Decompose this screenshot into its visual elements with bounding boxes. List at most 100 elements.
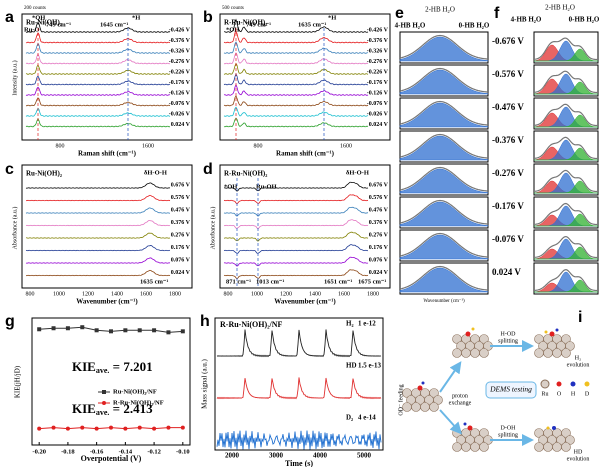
legend-atom xyxy=(540,379,550,389)
point xyxy=(152,328,157,333)
legend-marker xyxy=(102,401,106,405)
spectrum-trace xyxy=(223,62,369,75)
point xyxy=(94,426,99,431)
x-tick-label: 2000 xyxy=(225,452,240,460)
spectrum-trace xyxy=(25,53,171,65)
adsorbate xyxy=(552,426,556,430)
potential-label: -0.176 V xyxy=(169,80,191,86)
spectrum-trace xyxy=(223,194,369,205)
ru-atom xyxy=(470,442,480,452)
measured-curve xyxy=(399,199,489,225)
ru-atom xyxy=(461,348,471,358)
potential-label: -0.276 V xyxy=(367,59,389,65)
spectrum-trace xyxy=(25,97,171,107)
ru-atom xyxy=(461,442,471,452)
potential-label: 0.024 V xyxy=(492,267,521,277)
ru-atom xyxy=(561,442,571,452)
x-axis-label: Raman shift (cm⁻¹) xyxy=(78,150,137,158)
potential-label: -0.276 V xyxy=(169,59,191,65)
potential-label: -0.376 V xyxy=(169,38,191,44)
ru-atom xyxy=(543,442,553,452)
point xyxy=(51,425,56,430)
fit-peak xyxy=(399,69,489,95)
potential-label: -0.576 V xyxy=(492,69,524,79)
spectrum-trace xyxy=(223,181,369,192)
y-axis-label: KIE(jH/jD) xyxy=(14,365,22,398)
potential-label: -0.176 V xyxy=(492,201,524,211)
fit-peak xyxy=(534,48,599,62)
annotation-part: = 7.201 xyxy=(109,359,152,374)
annotation-part: = 2.413 xyxy=(109,401,153,416)
ru-atom xyxy=(429,402,439,412)
legend-label: H xyxy=(571,391,576,397)
measured-curve xyxy=(399,100,489,126)
plot-frame xyxy=(219,164,391,289)
fit-peak xyxy=(534,81,599,95)
plot-frame xyxy=(533,196,599,229)
spectrum-trace xyxy=(25,117,171,128)
fit-peak xyxy=(534,279,599,293)
potential-label: -0.126 V xyxy=(169,90,191,96)
x-tick-label: 1200 xyxy=(280,291,292,297)
measured-curve xyxy=(533,136,599,160)
potential-label: -0.426 V xyxy=(169,27,191,33)
fit-peak xyxy=(534,213,599,227)
spectrum-trace xyxy=(223,95,369,107)
ru-atom xyxy=(411,402,421,412)
point xyxy=(166,330,171,335)
plot-frame xyxy=(533,31,599,64)
spectrum-trace xyxy=(25,86,171,96)
point xyxy=(80,325,85,330)
spectrum-trace xyxy=(223,231,369,242)
adsorbate xyxy=(467,425,473,431)
sample-name: Ru-Ni(OH)₂ xyxy=(26,19,62,27)
potential-label: 0.376 V xyxy=(171,220,191,226)
spectrum-trace xyxy=(223,269,369,280)
potential-label: -0.076 V xyxy=(492,234,524,244)
measured-curve xyxy=(533,169,599,193)
point xyxy=(37,327,42,332)
peak-label: δH-O-H xyxy=(144,169,167,176)
x-tick-label: 800 xyxy=(224,291,233,297)
y-axis-label: Mass signal (a.u.) xyxy=(201,358,209,408)
measured-curve xyxy=(533,269,599,292)
peak-label: Ru-O xyxy=(24,26,40,33)
potential-label: -0.676 V xyxy=(492,36,524,46)
spectrum-trace xyxy=(223,41,368,54)
step-label: HD xyxy=(574,449,583,455)
spectrum-trace xyxy=(223,106,369,117)
ru-atom xyxy=(534,442,544,452)
signal-scale: 4 e-14 xyxy=(358,414,376,422)
measured-curve xyxy=(399,265,489,291)
scale-label: 200 counts xyxy=(24,6,46,11)
y-axis-label: Absorbance (a.u.) xyxy=(209,207,216,250)
x-tick-label: 1000 xyxy=(53,291,65,297)
ru-atom xyxy=(552,348,562,358)
ru-atom xyxy=(452,442,462,452)
plot-frame xyxy=(399,64,489,97)
point xyxy=(109,329,113,334)
signal-scale: 1.5 e-13 xyxy=(358,362,381,370)
ru-atom xyxy=(479,442,489,452)
annotation-part: KIE xyxy=(72,401,96,416)
potential-label: -0.326 V xyxy=(169,48,191,54)
measured-curve xyxy=(399,34,489,60)
step-label: H-OD xyxy=(501,331,517,337)
potential-label: -0.076 V xyxy=(367,101,389,107)
arrow xyxy=(439,361,462,393)
potential-label: 0.276 V xyxy=(171,232,191,238)
panel-label: a xyxy=(5,9,14,26)
adsorbate xyxy=(421,381,425,385)
adsorbate xyxy=(555,328,559,332)
potential-label: 0.024 V xyxy=(369,270,389,276)
potential-label: 0.024 V xyxy=(369,122,389,128)
spectrum-trace xyxy=(25,207,171,214)
fit-peak xyxy=(399,201,489,227)
spectrum-trace xyxy=(25,194,171,202)
sample-name: R-Ru-Ni(OH)₂ xyxy=(224,19,267,27)
mass-signal xyxy=(216,329,382,358)
potential-label: -0.026 V xyxy=(367,111,389,117)
legend-atom xyxy=(584,381,590,387)
panel-label: i xyxy=(578,309,582,326)
potential-label: -0.076 V xyxy=(169,101,191,107)
